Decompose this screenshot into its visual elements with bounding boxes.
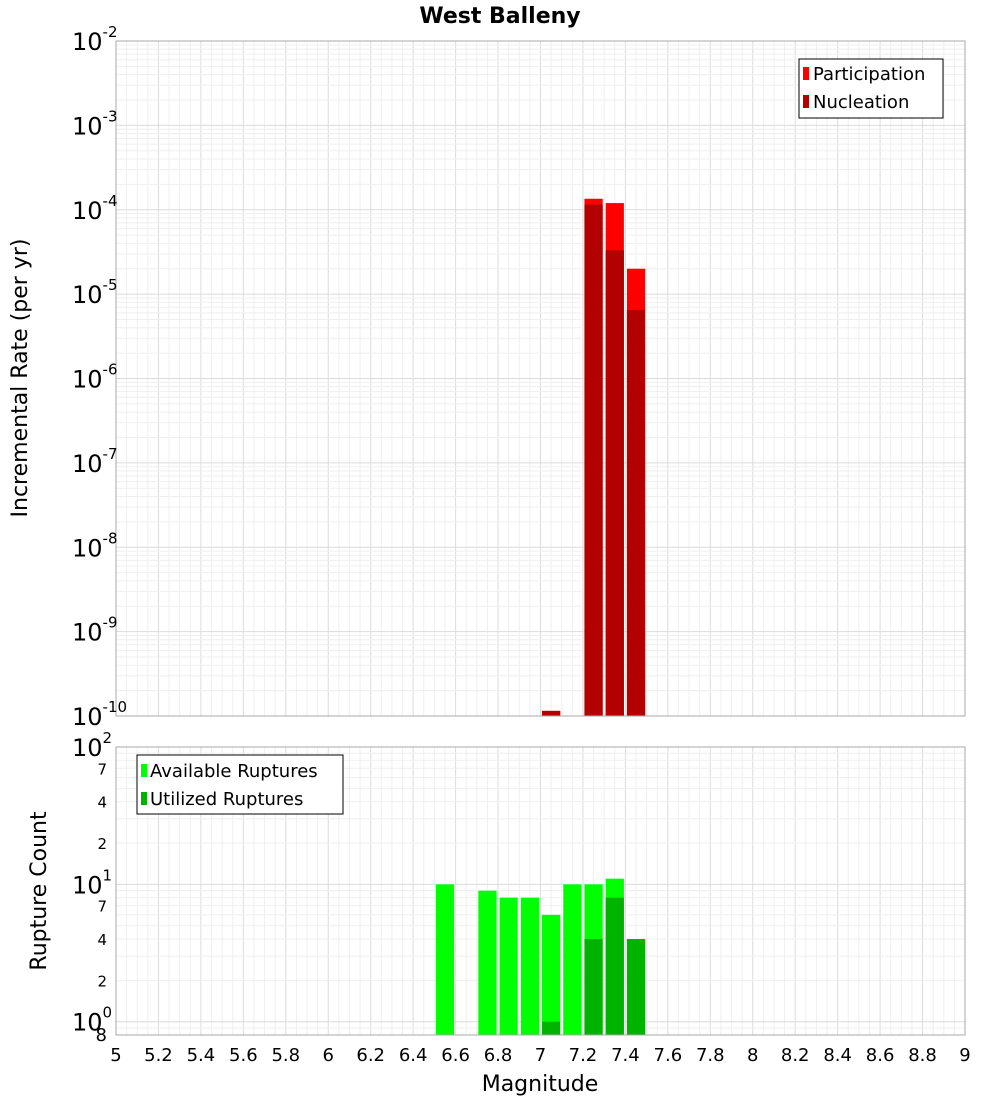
bar-utilized-ruptures bbox=[605, 897, 624, 1035]
x-tick-label: 7.6 bbox=[654, 1045, 683, 1066]
x-tick-label: 8.4 bbox=[823, 1045, 852, 1066]
bar-utilized-ruptures bbox=[626, 939, 646, 1035]
top-y-tick-label: 10-7 bbox=[72, 445, 118, 478]
legend-label-participation: Participation bbox=[813, 64, 925, 85]
bar-available-ruptures bbox=[542, 914, 561, 1035]
bottom-y-tick-label: 100 bbox=[72, 1004, 112, 1037]
bottom-y-tick-label: 7 bbox=[97, 760, 107, 778]
x-tick-label: 6.4 bbox=[399, 1045, 428, 1066]
bar-nucleation bbox=[542, 710, 561, 716]
bottom-y-tick-label: 101 bbox=[72, 866, 112, 899]
x-tick-label: 9 bbox=[959, 1045, 970, 1066]
top-legend-box bbox=[798, 58, 944, 119]
legend-label-utilized: Utilized Ruptures bbox=[150, 789, 303, 810]
top-y-tick-label: 10-2 bbox=[72, 23, 118, 56]
top-bars bbox=[542, 198, 646, 717]
top-plot: 10-10 10-9 10-8 10-7 10-6 10-5 10-4 10-3 10-2 In… bbox=[8, 23, 966, 731]
bar-utilized-ruptures bbox=[542, 1021, 561, 1035]
x-tick-label: 6 bbox=[323, 1045, 334, 1066]
x-tick-label: 7.2 bbox=[569, 1045, 598, 1066]
bar-available-ruptures bbox=[563, 884, 582, 1035]
x-tick-label: 8 bbox=[747, 1045, 758, 1066]
bar-nucleation bbox=[605, 250, 624, 717]
x-tick-label: 7.8 bbox=[696, 1045, 725, 1066]
x-tick-label: 5.4 bbox=[187, 1045, 216, 1066]
chart-title: West Balleny bbox=[419, 4, 580, 29]
top-y-tick-label: 10-5 bbox=[72, 276, 118, 309]
legend-swatch-nucleation bbox=[803, 95, 809, 108]
top-y-tick-labels: 10-10 10-9 10-8 10-7 10-6 10-5 10-4 10-3 10-2 bbox=[72, 23, 127, 731]
x-tick-label: 8.2 bbox=[781, 1045, 810, 1066]
x-tick-label: 8.6 bbox=[866, 1045, 895, 1066]
bar-utilized-ruptures bbox=[584, 939, 603, 1035]
bottom-plot-border bbox=[115, 746, 966, 1036]
bottom-y-tick-label: 4 bbox=[97, 794, 107, 812]
top-y-tick-label: 10-9 bbox=[72, 614, 118, 647]
top-y-tick-label: 10-10 bbox=[72, 698, 127, 731]
x-tick-label: 6.6 bbox=[441, 1045, 470, 1066]
bottom-y-tick-label: 7 bbox=[97, 898, 107, 916]
bar-available-ruptures bbox=[499, 897, 518, 1035]
top-y-tick-label: 10-3 bbox=[72, 107, 118, 140]
top-plot-border bbox=[115, 40, 966, 717]
x-tick-label: 7 bbox=[535, 1045, 546, 1066]
top-y-tick-label: 10-4 bbox=[72, 192, 118, 225]
bar-available-ruptures bbox=[478, 890, 497, 1035]
x-tick-label: 5.8 bbox=[271, 1045, 300, 1066]
x-tick-label: 6.8 bbox=[484, 1045, 513, 1066]
legend-label-available: Available Ruptures bbox=[150, 761, 318, 782]
bottom-y-tick-label: 102 bbox=[72, 729, 112, 762]
bar-available-ruptures bbox=[520, 897, 539, 1035]
legend-swatch-utilized bbox=[141, 792, 147, 805]
legend-swatch-participation bbox=[803, 67, 809, 80]
bottom-legend: Available Ruptures Utilized Ruptures bbox=[136, 754, 344, 815]
bar-nucleation bbox=[584, 204, 603, 717]
x-tick-labels: 5 5.2 5.4 5.6 5.8 6 6.2 6.4 6.6 6.8 7 7.2 7.4 7.6 7.8 8… bbox=[110, 1045, 970, 1066]
x-axis-label: Magnitude bbox=[482, 1072, 599, 1097]
bottom-bars bbox=[435, 878, 646, 1035]
top-y-tick-label: 10-8 bbox=[72, 529, 118, 562]
top-y-axis-label: Incremental Rate (per yr) bbox=[8, 239, 33, 518]
x-tick-label: 5 bbox=[110, 1045, 121, 1066]
bottom-y-tick-label: 8 bbox=[96, 1025, 107, 1046]
top-legend: Participation Nucleation bbox=[798, 58, 944, 119]
bottom-y-tick-label: 4 bbox=[97, 931, 107, 949]
bottom-y-axis-label: Rupture Count bbox=[27, 811, 52, 971]
x-tick-label: 5.6 bbox=[229, 1045, 258, 1066]
bottom-legend-box bbox=[136, 754, 344, 815]
legend-swatch-available bbox=[141, 764, 147, 777]
top-grid bbox=[115, 41, 966, 717]
legend-label-nucleation: Nucleation bbox=[813, 92, 909, 113]
bar-nucleation bbox=[626, 309, 646, 716]
bar-available-ruptures bbox=[435, 884, 455, 1035]
bottom-y-tick-label: 2 bbox=[97, 972, 107, 990]
top-y-tick-label: 10-6 bbox=[72, 361, 118, 394]
x-tick-label: 7.4 bbox=[611, 1045, 640, 1066]
bottom-y-tick-label: 2 bbox=[97, 835, 107, 853]
x-tick-label: 5.2 bbox=[144, 1045, 173, 1066]
x-tick-label: 6.2 bbox=[356, 1045, 385, 1066]
x-tick-label: 8.8 bbox=[908, 1045, 937, 1066]
